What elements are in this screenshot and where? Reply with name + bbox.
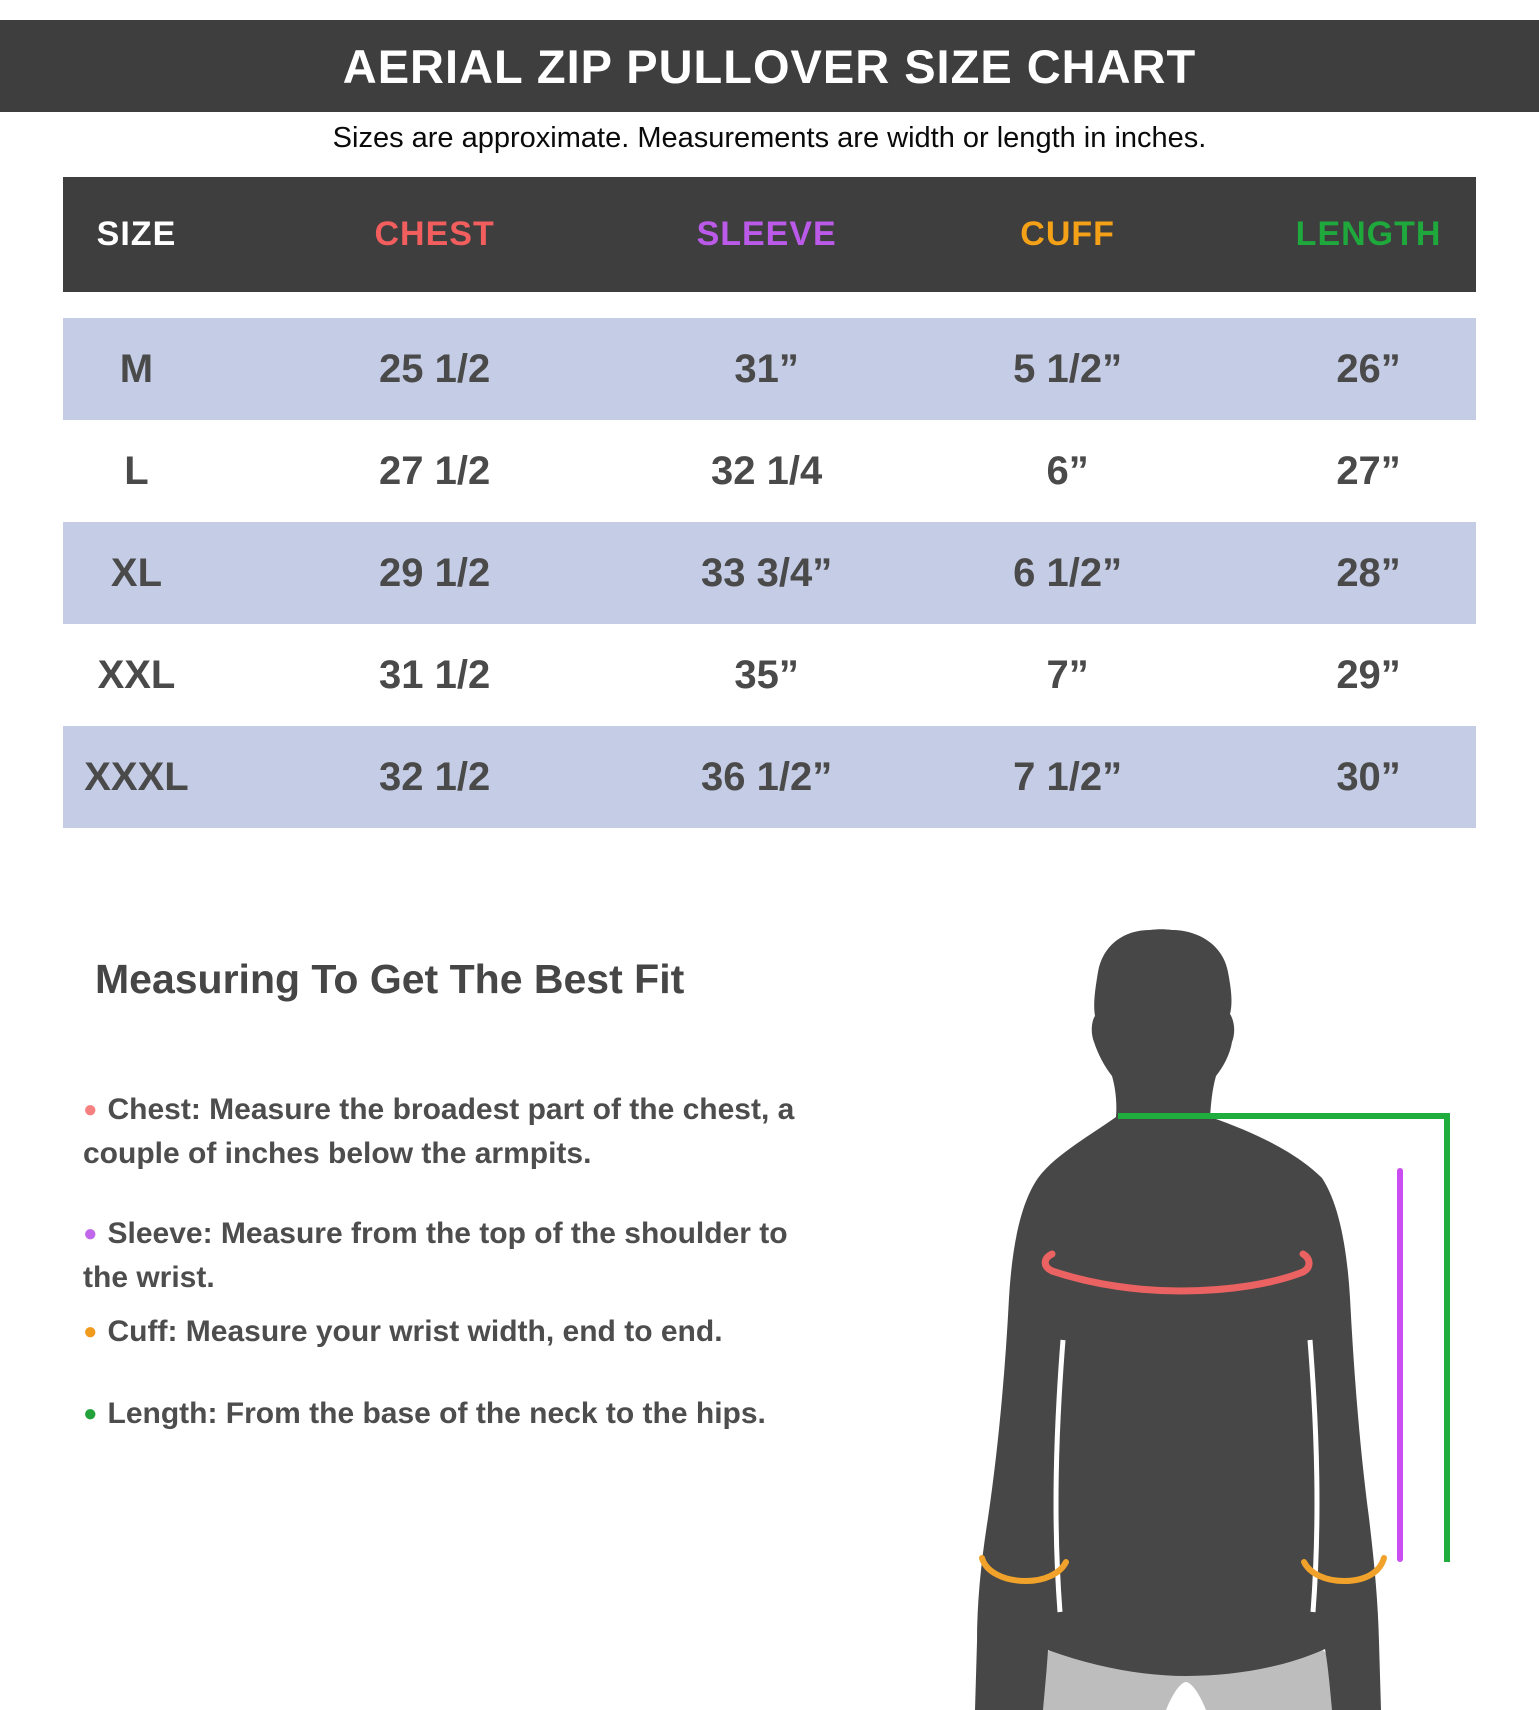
fit-tip-length: ● Length: From the base of the neck to th…: [83, 1392, 983, 1436]
table-row-xxxl: XXXL 32 1/2 36 1/2” 7 1/2” 30”: [63, 726, 1476, 828]
measurement-figure: [860, 900, 1539, 1710]
column-header-size: SIZE: [96, 215, 177, 253]
cell-chest: 25 1/2: [378, 346, 491, 391]
cuff-measure-arc-left: [979, 1555, 1069, 1585]
cell-chest: 27 1/2: [378, 448, 491, 493]
table-header-row: SIZE CHEST SLEEVE CUFF LENGTH: [63, 177, 1476, 292]
length-measure-line: [1118, 1113, 1450, 1562]
body-silhouette-svg: [975, 929, 1450, 1710]
fit-tip-cuff: ● Cuff: Measure your wrist width, end to …: [83, 1310, 983, 1354]
cell-sleeve: 33 3/4”: [701, 550, 833, 595]
cell-cuff: 6 1/2”: [1013, 550, 1123, 595]
cell-length: 30”: [1336, 754, 1401, 799]
fit-tip-chest-text: Chest: Measure the broadest part of the …: [83, 1093, 795, 1170]
cell-cuff: 7”: [1046, 652, 1089, 697]
cell-length: 28”: [1336, 550, 1401, 595]
cell-size: XXL: [97, 652, 176, 697]
cell-chest: 31 1/2: [378, 652, 491, 697]
cuff-measure-arc-right: [1301, 1555, 1387, 1585]
subtitle: Sizes are approximate. Measurements are …: [332, 122, 1207, 154]
column-header-cuff: CUFF: [1020, 215, 1115, 253]
cell-sleeve: 31”: [734, 346, 799, 391]
column-header-chest: CHEST: [374, 215, 495, 253]
fit-tip-sleeve: ● Sleeve: Measure from the top of the sho…: [83, 1212, 983, 1300]
chest-bullet-icon: ●: [83, 1096, 98, 1123]
fit-tip-sleeve-text: Sleeve: Measure from the top of the shou…: [83, 1217, 788, 1294]
table-row-l: L 27 1/2 32 1/4 6” 27”: [63, 420, 1476, 522]
cell-cuff: 5 1/2”: [1013, 346, 1123, 391]
page-title: AERIAL ZIP PULLOVER SIZE CHART: [342, 39, 1197, 93]
cell-length: 27”: [1336, 448, 1401, 493]
table-gap: [63, 292, 1476, 318]
fit-tip-cuff-text: Cuff: Measure your wrist width, end to e…: [107, 1315, 723, 1348]
cell-sleeve: 36 1/2”: [701, 754, 833, 799]
fit-guide-heading: Measuring To Get The Best Fit: [95, 956, 685, 1002]
chest-measure-line: [1041, 1250, 1313, 1295]
leg-gap: [1166, 1682, 1206, 1710]
cell-size: M: [119, 346, 154, 391]
column-header-length: LENGTH: [1295, 215, 1442, 253]
table-row-xxl: XXL 31 1/2 35” 7” 29”: [63, 624, 1476, 726]
body-shape: [975, 929, 1381, 1710]
cell-length: 29”: [1336, 652, 1401, 697]
cell-chest: 29 1/2: [378, 550, 491, 595]
cuff-bullet-icon: ●: [83, 1318, 98, 1345]
table-row-xl: XL 29 1/2 33 3/4” 6 1/2” 28”: [63, 522, 1476, 624]
fit-tip-length-text: Length: From the base of the neck to the…: [107, 1397, 766, 1430]
cell-size: XL: [110, 550, 163, 595]
cell-cuff: 7 1/2”: [1013, 754, 1123, 799]
cell-cuff: 6”: [1046, 448, 1089, 493]
cell-size: L: [124, 448, 149, 493]
sleeve-bullet-icon: ●: [83, 1220, 98, 1247]
size-table: SIZE CHEST SLEEVE CUFF LENGTH M 25 1/2 3…: [63, 177, 1476, 828]
title-bar: AERIAL ZIP PULLOVER SIZE CHART: [0, 20, 1539, 112]
column-header-sleeve: SLEEVE: [696, 215, 837, 253]
length-bullet-icon: ●: [83, 1400, 98, 1427]
cell-length: 26”: [1336, 346, 1401, 391]
left-arm-separator: [1053, 1339, 1066, 1613]
table-row-m: M 25 1/2 31” 5 1/2” 26”: [63, 318, 1476, 420]
cell-sleeve: 35”: [734, 652, 799, 697]
fit-tip-chest: ● Chest: Measure the broadest part of the…: [83, 1088, 983, 1176]
cell-size: XXXL: [84, 754, 189, 799]
cell-sleeve: 32 1/4: [711, 448, 823, 493]
cell-chest: 32 1/2: [378, 754, 491, 799]
